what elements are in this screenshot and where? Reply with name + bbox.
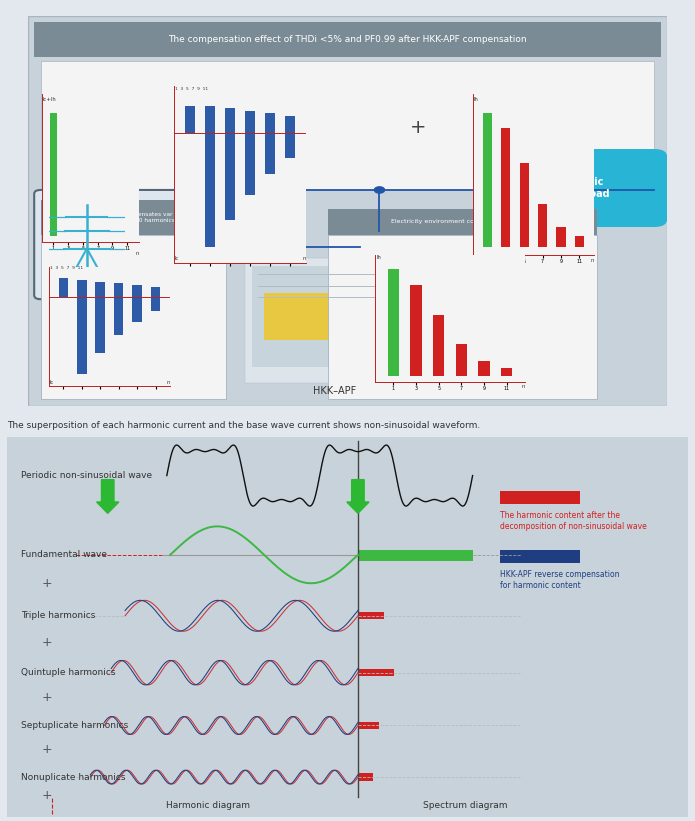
Circle shape xyxy=(265,187,276,193)
FancyBboxPatch shape xyxy=(252,266,418,367)
Bar xyxy=(575,236,584,247)
Text: The superposition of each harmonic current and the base wave current shows non-s: The superposition of each harmonic curre… xyxy=(7,420,480,429)
Text: Harmonic
source load: Harmonic source load xyxy=(546,177,610,199)
Text: HKK-APF compensates var
and filters 2 ~ 50 harmonics: HKK-APF compensates var and filters 2 ~ … xyxy=(91,212,175,222)
Bar xyxy=(185,106,195,133)
Bar xyxy=(114,297,124,336)
Bar xyxy=(151,297,161,311)
FancyBboxPatch shape xyxy=(328,209,597,235)
FancyBboxPatch shape xyxy=(40,200,226,235)
Bar xyxy=(265,133,275,174)
Bar xyxy=(77,297,87,374)
Text: =: = xyxy=(189,118,206,137)
Bar xyxy=(483,112,492,247)
FancyBboxPatch shape xyxy=(34,22,661,57)
Text: n: n xyxy=(521,384,525,389)
Text: +: + xyxy=(42,789,52,802)
Text: 1  3  5  7  9  11: 1 3 5 7 9 11 xyxy=(174,87,208,91)
Text: Electricity environment containing harmonics: Electricity environment containing harmo… xyxy=(391,219,534,224)
Bar xyxy=(500,549,580,563)
Text: +: + xyxy=(42,743,52,756)
Bar xyxy=(77,280,87,297)
Bar xyxy=(538,204,547,247)
Bar xyxy=(265,113,275,133)
Bar xyxy=(358,612,384,619)
Text: HKK–APF: HKK–APF xyxy=(313,386,357,396)
Text: HKK-APF reverse compensation
for harmonic content: HKK-APF reverse compensation for harmoni… xyxy=(500,571,620,589)
Text: n: n xyxy=(302,256,306,261)
Text: Quintuple harmonics: Quintuple harmonics xyxy=(21,668,115,677)
Bar xyxy=(50,112,57,236)
Bar xyxy=(204,133,215,246)
FancyBboxPatch shape xyxy=(34,190,188,299)
Text: Ih: Ih xyxy=(377,255,382,260)
Bar xyxy=(433,315,444,376)
Text: n: n xyxy=(591,258,594,264)
Bar xyxy=(388,269,399,376)
Bar xyxy=(224,108,235,133)
Text: Ih: Ih xyxy=(473,97,478,102)
Text: Power grid: Power grid xyxy=(87,300,135,310)
Text: +: + xyxy=(409,118,426,137)
Text: Fundamental wave: Fundamental wave xyxy=(21,550,107,559)
Bar xyxy=(358,722,379,729)
Bar xyxy=(410,285,422,376)
Bar xyxy=(224,133,235,219)
Bar xyxy=(132,285,142,297)
Bar xyxy=(478,361,490,376)
Bar xyxy=(132,297,142,322)
Bar xyxy=(500,491,580,504)
Bar xyxy=(95,282,105,297)
FancyBboxPatch shape xyxy=(264,293,379,340)
Bar xyxy=(520,163,529,247)
Bar xyxy=(501,369,512,376)
Circle shape xyxy=(496,187,506,193)
Text: n: n xyxy=(136,250,139,255)
Bar xyxy=(456,344,467,376)
Bar xyxy=(358,669,394,677)
Text: 1  3  5  7  9  11: 1 3 5 7 9 11 xyxy=(49,267,83,270)
Circle shape xyxy=(375,187,384,193)
Text: +: + xyxy=(42,577,52,589)
Bar xyxy=(151,287,161,297)
FancyBboxPatch shape xyxy=(28,16,667,406)
FancyBboxPatch shape xyxy=(40,235,226,398)
Text: Triple harmonics: Triple harmonics xyxy=(21,612,95,621)
Text: Periodic non-sinusoidal wave: Periodic non-sinusoidal wave xyxy=(21,471,152,480)
Text: +: + xyxy=(42,635,52,649)
Bar xyxy=(358,773,373,781)
Text: Spectrum diagram: Spectrum diagram xyxy=(423,801,508,810)
Bar xyxy=(204,106,215,133)
Text: +: + xyxy=(42,690,52,704)
Bar xyxy=(557,227,566,247)
Text: The compensation effect of THDi <5% and PF0.99 after HKK-APF compensation: The compensation effect of THDi <5% and … xyxy=(168,35,527,44)
Bar xyxy=(284,133,295,158)
FancyArrow shape xyxy=(97,479,119,513)
Text: Harmonic diagram: Harmonic diagram xyxy=(167,801,250,810)
Bar xyxy=(95,297,105,353)
Bar xyxy=(245,111,255,133)
Bar xyxy=(284,116,295,133)
FancyArrow shape xyxy=(347,479,369,513)
FancyBboxPatch shape xyxy=(245,258,424,383)
Bar xyxy=(58,278,68,297)
Text: n: n xyxy=(167,380,170,385)
Text: Ic: Ic xyxy=(174,256,179,261)
Text: Nonuplicate harmonics: Nonuplicate harmonics xyxy=(21,773,125,782)
Text: Ic: Ic xyxy=(49,380,54,385)
Bar xyxy=(245,133,255,195)
FancyBboxPatch shape xyxy=(7,437,688,817)
FancyBboxPatch shape xyxy=(328,235,597,398)
Bar xyxy=(358,549,473,561)
Text: Ic+Ih: Ic+Ih xyxy=(42,97,56,102)
Bar xyxy=(501,128,510,247)
FancyBboxPatch shape xyxy=(488,149,667,227)
Bar xyxy=(114,283,124,297)
FancyBboxPatch shape xyxy=(40,62,655,190)
Text: Septuplicate harmonics: Septuplicate harmonics xyxy=(21,721,128,730)
Text: The harmonic content after the
decomposition of non-sinusoidal wave: The harmonic content after the decomposi… xyxy=(500,511,647,530)
